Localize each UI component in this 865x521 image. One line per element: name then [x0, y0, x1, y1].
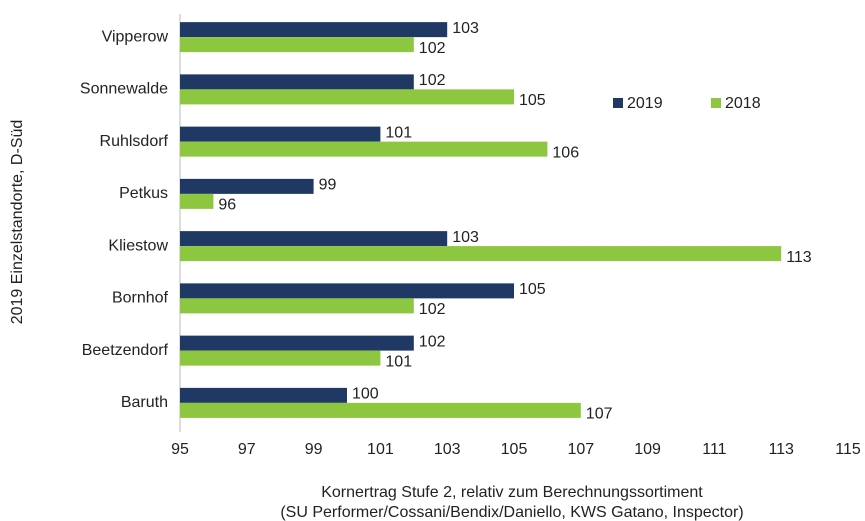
bar [180, 74, 414, 90]
x-tick-label: 115 [835, 441, 861, 458]
bar [180, 37, 414, 53]
bar [180, 126, 381, 142]
x-axis-label: (SU Performer/Cossani/Bendix/Daniello, K… [280, 504, 743, 521]
bar [180, 89, 514, 105]
data-label: 105 [519, 281, 546, 298]
legend-label: 2019 [627, 95, 663, 112]
bar [180, 231, 448, 247]
x-tick-label: 103 [434, 441, 461, 458]
data-label: 107 [586, 406, 613, 423]
data-label: 103 [452, 20, 479, 37]
y-tick-label: Beetzendorf [82, 342, 169, 359]
bar [180, 387, 347, 403]
y-tick-label: Petkus [119, 185, 168, 202]
y-axis-label: 2019 Einzelstandorte, D-Süd [9, 120, 26, 325]
bar [180, 350, 381, 366]
x-tick-label: 99 [305, 441, 323, 458]
x-tick-label: 107 [567, 441, 594, 458]
bar [180, 335, 414, 351]
data-label: 102 [419, 333, 446, 350]
x-tick-label: 113 [768, 441, 794, 458]
bar [180, 193, 214, 209]
data-label: 102 [419, 72, 446, 89]
x-tick-label: 97 [238, 441, 256, 458]
y-tick-label: Baruth [121, 394, 168, 411]
data-label: 96 [218, 197, 236, 214]
bar [180, 141, 548, 157]
y-tick-label: Ruhlsdorf [100, 133, 169, 150]
legend-label: 2018 [725, 95, 761, 112]
data-label: 101 [385, 124, 412, 141]
bar [180, 298, 414, 314]
x-axis-label: Kornertrag Stufe 2, relativ zum Berechnu… [321, 484, 703, 501]
y-tick-label: Kliestow [108, 237, 168, 254]
data-label: 102 [419, 40, 446, 57]
data-label: 99 [319, 177, 337, 194]
x-tick-label: 105 [501, 441, 528, 458]
legend-swatch [613, 98, 623, 108]
data-label: 102 [419, 301, 446, 318]
data-label: 103 [452, 229, 479, 246]
bar [180, 246, 782, 262]
bar [180, 22, 448, 38]
bar [180, 283, 514, 299]
data-label: 101 [385, 353, 412, 370]
bar [180, 178, 314, 194]
data-label: 106 [552, 144, 579, 161]
y-tick-label: Sonnewalde [80, 81, 168, 98]
x-tick-label: 101 [367, 441, 394, 458]
bar [180, 402, 581, 418]
legend-swatch [711, 98, 721, 108]
x-tick-label: 95 [171, 441, 189, 458]
data-label: 113 [786, 249, 812, 266]
data-label: 105 [519, 92, 546, 109]
data-label: 100 [352, 386, 379, 403]
x-tick-label: 109 [634, 441, 661, 458]
y-tick-label: Vipperow [102, 28, 169, 45]
x-tick-label: 111 [702, 441, 726, 458]
y-tick-label: Bornhof [112, 290, 169, 307]
